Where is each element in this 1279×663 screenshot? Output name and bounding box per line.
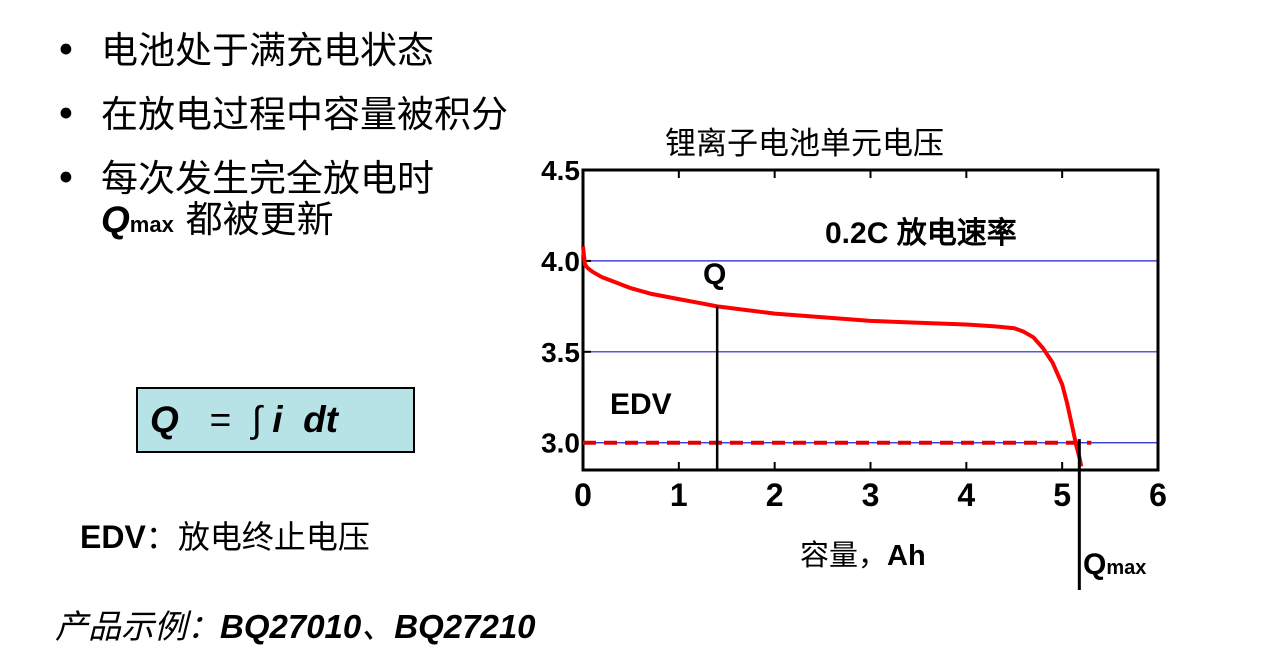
bullet-text: 在放电过程中容量被积分 xyxy=(101,93,508,136)
x-tick-label: 2 xyxy=(766,477,784,513)
x-tick-label: 5 xyxy=(1053,477,1071,513)
chart-title: 锂离子电池单元电压 xyxy=(665,126,944,162)
x-tick-label: 0 xyxy=(574,477,592,513)
bullet-dot: • xyxy=(55,29,77,72)
formula-dt: dt xyxy=(303,399,338,440)
formula-integral: ∫ xyxy=(251,399,262,440)
edv-separator: ： xyxy=(145,518,178,556)
qmax-annotation: Qmax xyxy=(1083,548,1146,582)
qmax-subscript: max xyxy=(129,212,174,237)
x-tick-label: 1 xyxy=(670,477,688,513)
integral-formula: Q = ∫ i dt xyxy=(136,387,415,453)
formula-i: i xyxy=(272,399,283,440)
formula-equals: = xyxy=(209,399,232,440)
edv-definition: EDV：放电终止电压 xyxy=(80,512,370,558)
example-separator: 、 xyxy=(361,607,395,646)
y-tick-label: 4.5 xyxy=(541,155,580,186)
formula-q: Q xyxy=(150,399,179,440)
y-tick-label: 3.0 xyxy=(541,428,580,459)
bullet-list: • 电池处于满充电状态 • 在放电过程中容量被积分 • 每次发生完全放电时 Qm… xyxy=(55,30,525,268)
discharge-curve xyxy=(581,246,1084,467)
bullet-text-rest: 都被更新 xyxy=(173,198,334,241)
bullet-dot: • xyxy=(55,157,77,200)
x-axis-label-text: 容量，Ah xyxy=(800,538,926,572)
bullet-item: • 电池处于满充电状态 xyxy=(55,30,525,71)
x-axis-unit: Ah xyxy=(887,540,926,572)
example-product-1: BQ27010 xyxy=(220,608,362,645)
x-tick-label: 4 xyxy=(957,477,975,513)
rate-annotation-text: 0.2C 放电速率 xyxy=(825,217,1017,250)
bullet-dot: • xyxy=(55,93,77,136)
bullet-item: • 每次发生完全放电时 Qmax 都被更新 xyxy=(55,158,525,245)
q-annotation: Q xyxy=(703,258,727,291)
rate-annotation: 0.2C 放电速率 xyxy=(825,208,1017,252)
qmax-annotation-q: Q xyxy=(1083,548,1107,581)
y-tick-label: 3.5 xyxy=(541,337,580,368)
qmax-symbol: Q xyxy=(101,199,130,240)
edv-description: 放电终止电压 xyxy=(177,518,370,556)
bullet-item: • 在放电过程中容量被积分 xyxy=(55,94,525,135)
bullet-text: 电池处于满充电状态 xyxy=(101,29,434,72)
example-product-2: BQ27210 xyxy=(394,608,536,645)
edv-annotation: EDV xyxy=(610,388,672,421)
edv-term: EDV xyxy=(80,519,146,555)
qmax-annotation-sub: max xyxy=(1106,557,1147,579)
example-label: 产品示例： xyxy=(55,607,220,646)
x-axis-label: 容量，Ah xyxy=(800,532,926,574)
bullet-text: 每次发生完全放电时 xyxy=(101,157,434,200)
product-example: 产品示例：BQ27010、BQ27210 xyxy=(55,600,536,648)
x-tick-label: 3 xyxy=(862,477,880,513)
x-tick-label: 6 xyxy=(1149,477,1167,513)
y-tick-label: 4.0 xyxy=(541,246,580,277)
